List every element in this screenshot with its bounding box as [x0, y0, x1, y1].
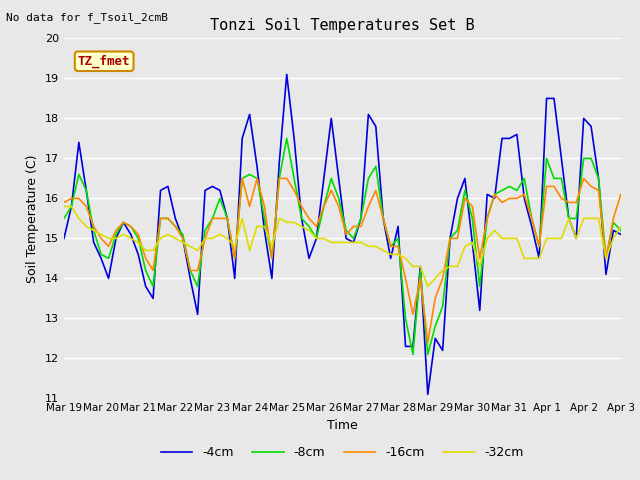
- -32cm: [439, 267, 447, 273]
- -16cm: [617, 192, 625, 197]
- -16cm: [424, 339, 431, 345]
- -16cm: [260, 204, 268, 209]
- Line: -32cm: -32cm: [64, 206, 621, 287]
- -4cm: [60, 236, 68, 241]
- -8cm: [520, 176, 528, 181]
- Legend: -4cm, -8cm, -16cm, -32cm: -4cm, -8cm, -16cm, -32cm: [156, 441, 529, 464]
- -8cm: [253, 176, 261, 181]
- -32cm: [60, 204, 68, 209]
- -32cm: [112, 236, 120, 241]
- -4cm: [283, 72, 291, 77]
- -16cm: [446, 236, 454, 241]
- -32cm: [349, 240, 357, 245]
- -8cm: [112, 231, 120, 237]
- -8cm: [431, 324, 439, 329]
- X-axis label: Time: Time: [327, 419, 358, 432]
- -4cm: [357, 216, 365, 221]
- -4cm: [112, 236, 120, 241]
- -32cm: [513, 236, 521, 241]
- -16cm: [431, 296, 439, 301]
- -8cm: [283, 135, 291, 141]
- Line: -8cm: -8cm: [64, 138, 621, 354]
- -8cm: [446, 236, 454, 241]
- -16cm: [520, 192, 528, 197]
- -8cm: [617, 228, 625, 233]
- -8cm: [357, 216, 365, 221]
- Line: -16cm: -16cm: [64, 179, 621, 342]
- -4cm: [617, 231, 625, 237]
- -4cm: [253, 164, 261, 169]
- Y-axis label: Soil Temperature (C): Soil Temperature (C): [26, 154, 40, 283]
- -4cm: [446, 236, 454, 241]
- Text: TZ_fmet: TZ_fmet: [78, 55, 131, 68]
- -16cm: [60, 200, 68, 205]
- -4cm: [520, 195, 528, 201]
- -8cm: [409, 351, 417, 357]
- -32cm: [253, 224, 261, 229]
- -32cm: [424, 284, 431, 289]
- -32cm: [617, 224, 625, 229]
- Line: -4cm: -4cm: [64, 74, 621, 395]
- -32cm: [417, 264, 424, 269]
- Text: No data for f_Tsoil_2cmB: No data for f_Tsoil_2cmB: [6, 12, 168, 23]
- -8cm: [60, 216, 68, 221]
- -4cm: [424, 392, 431, 397]
- -16cm: [112, 228, 120, 233]
- -4cm: [431, 336, 439, 341]
- -16cm: [357, 224, 365, 229]
- -16cm: [238, 176, 246, 181]
- Title: Tonzi Soil Temperatures Set B: Tonzi Soil Temperatures Set B: [210, 18, 475, 33]
